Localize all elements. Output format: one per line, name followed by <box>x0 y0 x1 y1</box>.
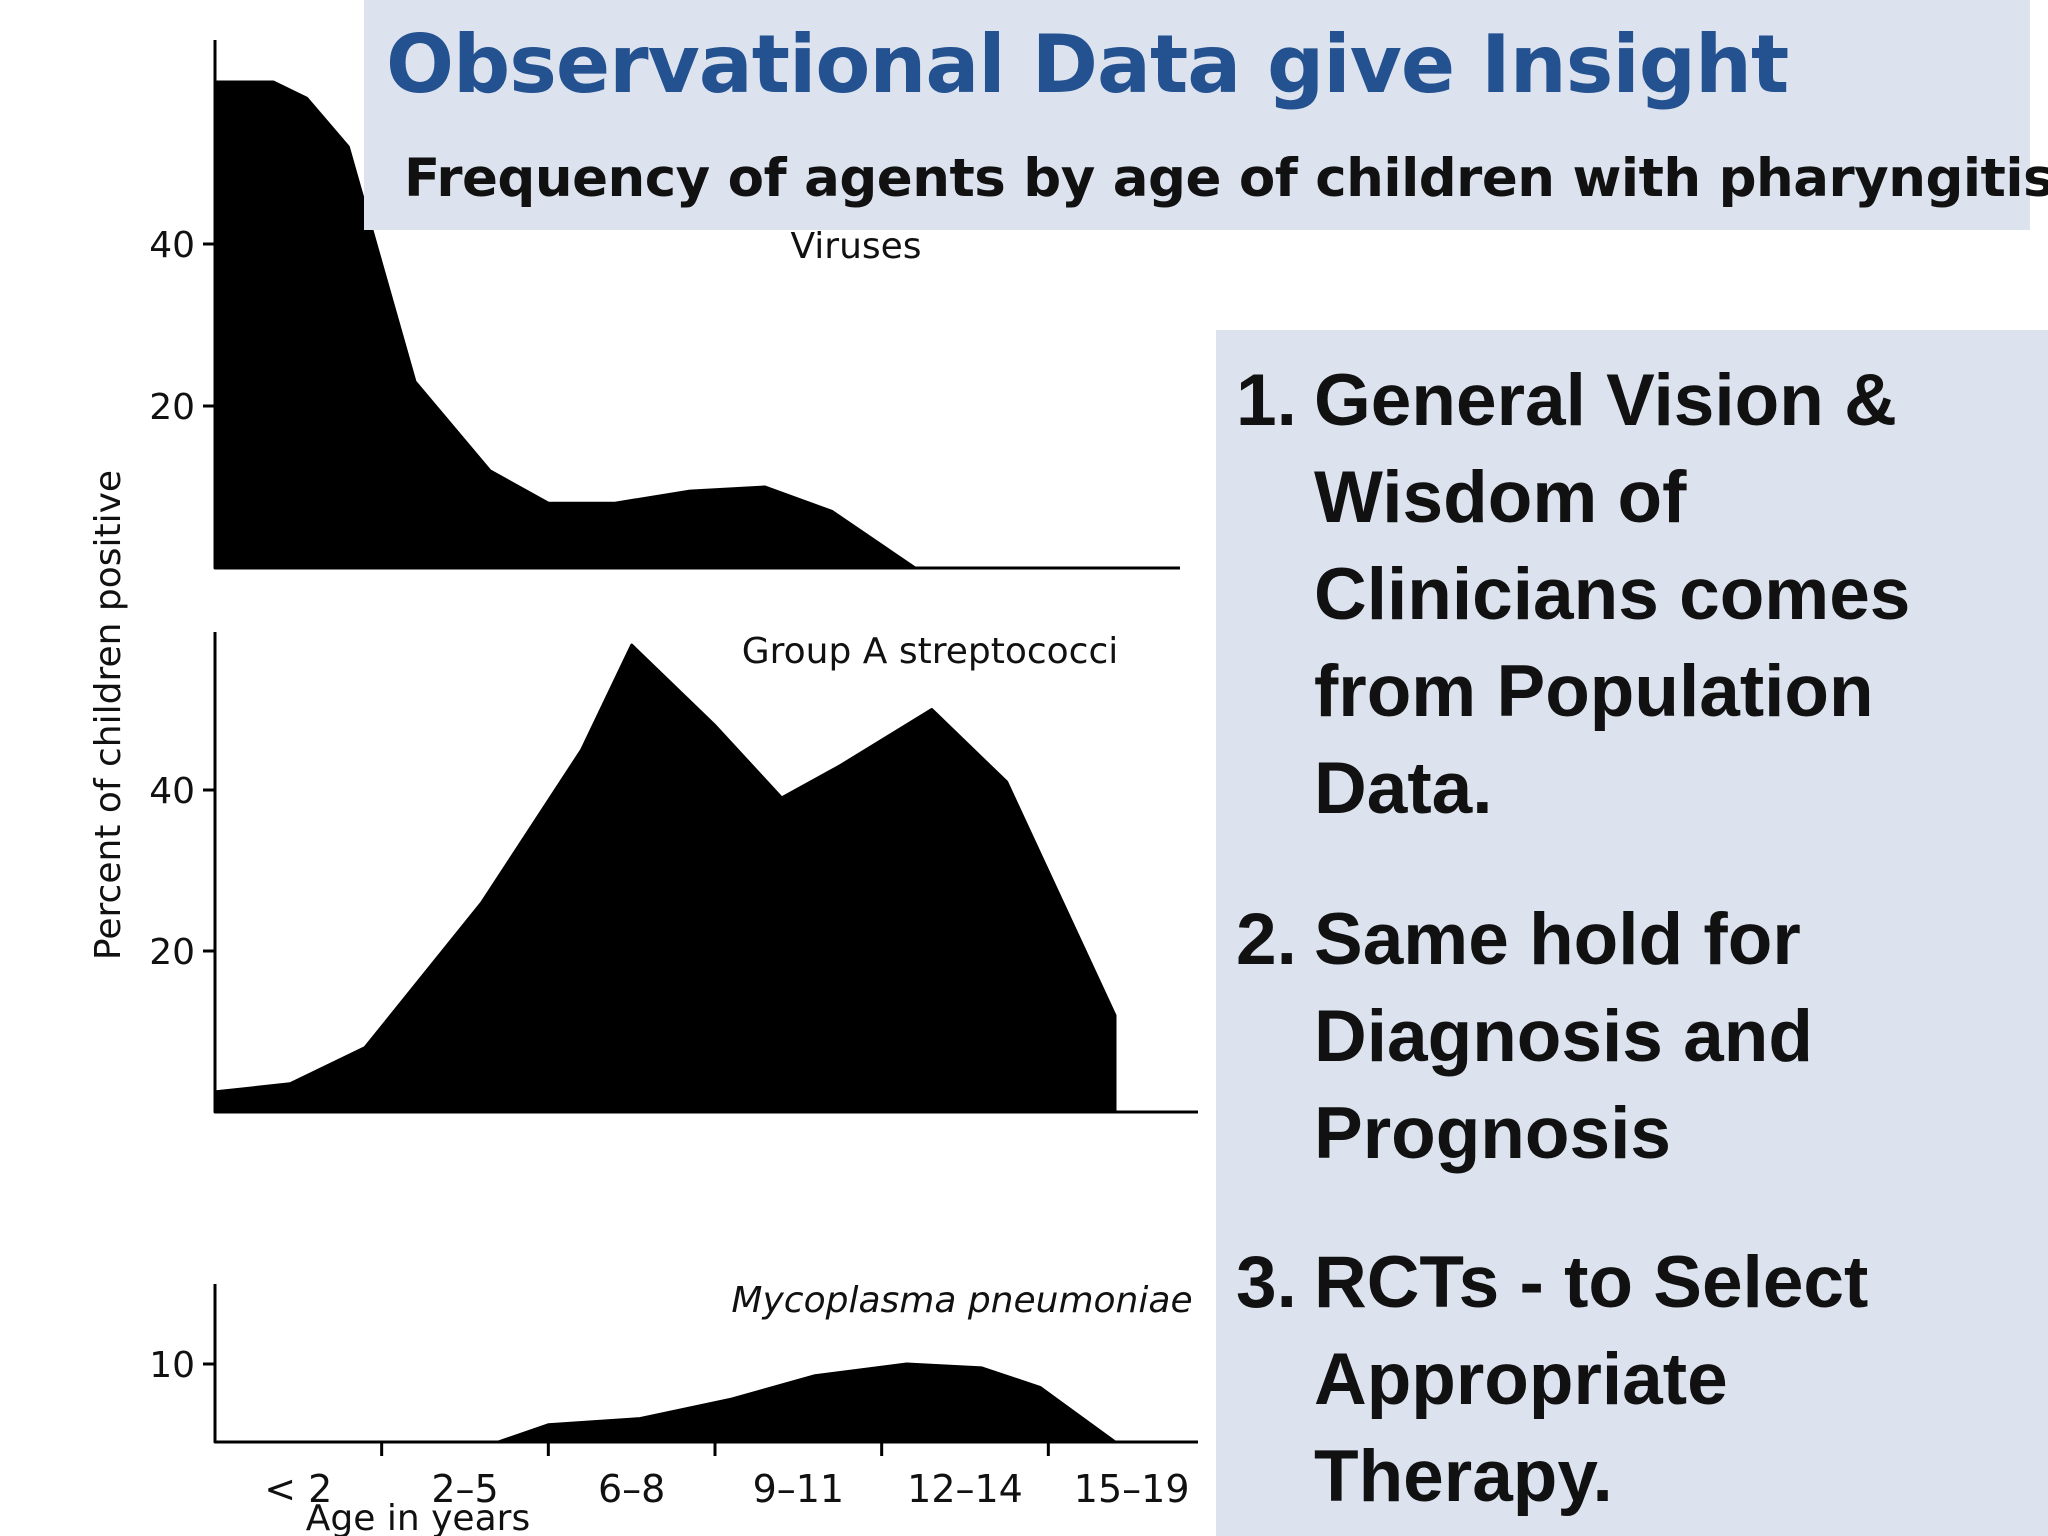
x-tick-label-6: 15–19 <box>1074 1467 1190 1511</box>
y-axis-label: Percent of children positive <box>88 470 129 960</box>
x-tick-label-2: 2–5 <box>431 1467 498 1511</box>
area-mycoplasma-pneumoniae <box>213 1362 1117 1444</box>
point-2-number: 2. <box>1236 899 1297 980</box>
slide-title: Observational Data give Insight <box>386 18 1789 111</box>
panel-group-a-streptococci: 20 40 Group A streptococci <box>149 631 1198 1114</box>
x-tick-label-4: 9–11 <box>753 1467 845 1511</box>
point-3-text: RCTs - to Select Appropriate Therapy. <box>1314 1242 1869 1517</box>
area-viruses <box>213 80 1100 570</box>
x-tick-label-5: 12–14 <box>907 1467 1023 1511</box>
x-tick-label-1: < 2 <box>264 1467 332 1511</box>
y-tick-label-group-a-streptococci-40: 40 <box>149 771 195 812</box>
panel-label-group-a-streptococci: Group A streptococci <box>742 631 1119 672</box>
x-axis-label: Age in years <box>306 1498 530 1536</box>
y-tick-label-group-a-streptococci-20: 20 <box>149 932 195 973</box>
x-tick-label-3: 6–8 <box>598 1467 665 1511</box>
panel-label-viruses: Viruses <box>790 226 921 267</box>
slide-subtitle: Frequency of agents by age of children w… <box>404 148 2048 209</box>
point-1-text: General Vision & Wisdom of Clinicians co… <box>1314 360 1911 829</box>
point-2-text: Same hold for Diagnosis and Prognosis <box>1314 899 1813 1174</box>
area-group-a-streptococci <box>213 643 1117 1114</box>
panel-viruses: 20 40 Viruses <box>149 40 1180 570</box>
pharyngitis-chart: 20 40 Viruses 20 40 Group A streptococci 10 Myc… <box>88 40 1198 1536</box>
panel-label-mycoplasma-pneumoniae: Mycoplasma pneumoniae <box>731 1280 1192 1321</box>
point-3-number: 3. <box>1236 1242 1297 1323</box>
y-tick-label-viruses-20: 20 <box>149 387 195 428</box>
y-tick-label-viruses-40: 40 <box>149 225 195 266</box>
title-banner: Observational Data give Insight Frequenc… <box>364 0 2048 230</box>
y-tick-label-mycoplasma-pneumoniae-10: 10 <box>149 1345 195 1386</box>
key-points-panel: 1. General Vision & Wisdom of Clinicians… <box>1216 330 2048 1536</box>
panel-mycoplasma-pneumoniae: 10 Mycoplasma pneumoniae <box>149 1280 1198 1444</box>
point-1-number: 1. <box>1236 360 1297 441</box>
